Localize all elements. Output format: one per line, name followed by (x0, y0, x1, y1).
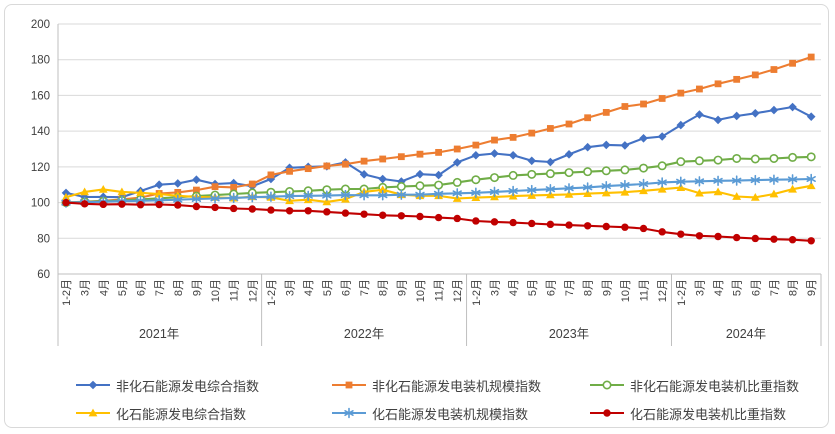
svg-text:12月: 12月 (452, 279, 464, 302)
svg-text:4月: 4月 (98, 279, 110, 296)
svg-text:200: 200 (31, 19, 50, 31)
svg-text:9月: 9月 (191, 279, 203, 296)
svg-text:1-2月: 1-2月 (266, 279, 278, 306)
chart-legend: 非化石能源发电综合指数 非化石能源发电装机规模指数 非化石能源发电装机比重指数 … (5, 371, 828, 427)
legend-label: 化石能源发电装机规模指数 (372, 406, 529, 422)
line-square-marker-icon (332, 381, 366, 389)
svg-text:1-2月: 1-2月 (471, 279, 483, 306)
legend-item-nonfossil-composite: 非化石能源发电综合指数 (75, 376, 331, 395)
svg-text:10月: 10月 (415, 279, 427, 302)
svg-text:5月: 5月 (117, 279, 129, 296)
svg-text:6月: 6月 (136, 279, 148, 296)
svg-text:1-2月: 1-2月 (676, 279, 688, 306)
svg-text:140: 140 (31, 126, 50, 138)
svg-text:5月: 5月 (527, 279, 539, 296)
svg-text:7月: 7月 (564, 279, 576, 296)
svg-text:7月: 7月 (154, 279, 166, 296)
svg-text:3月: 3月 (694, 279, 706, 296)
svg-text:120: 120 (31, 162, 50, 174)
svg-text:3月: 3月 (285, 279, 297, 296)
legend-label: 化石能源发电综合指数 (116, 406, 247, 422)
svg-text:160: 160 (31, 90, 50, 102)
svg-text:6月: 6月 (750, 279, 762, 296)
chart-canvas: 60 80 100 120 140 160 180 200 1-2月 3月 4月 5月 6月 7月 8月 9月… (31, 19, 822, 346)
svg-text:2022年: 2022年 (344, 327, 384, 341)
svg-text:8月: 8月 (583, 279, 595, 296)
svg-text:8月: 8月 (173, 279, 185, 296)
svg-text:9月: 9月 (396, 279, 408, 296)
svg-text:60: 60 (37, 269, 50, 281)
legend-item-fossil-composite: 化石能源发电综合指数 (75, 404, 331, 423)
svg-text:1-2月: 1-2月 (61, 279, 73, 306)
svg-text:9月: 9月 (806, 279, 818, 296)
svg-text:2021年: 2021年 (139, 327, 179, 341)
svg-text:2023年: 2023年 (549, 327, 589, 341)
chart-frame: 60 80 100 120 140 160 180 200 1-2月 3月 4月 5月 6月 7月 8月 9月… (4, 4, 829, 428)
svg-text:5月: 5月 (732, 279, 744, 296)
svg-text:10月: 10月 (210, 279, 222, 302)
svg-text:12月: 12月 (247, 279, 259, 302)
svg-text:100: 100 (31, 198, 50, 210)
svg-text:3月: 3月 (489, 279, 501, 296)
svg-text:9月: 9月 (601, 279, 613, 296)
svg-text:7月: 7月 (359, 279, 371, 296)
svg-text:2024年: 2024年 (726, 327, 766, 341)
legend-row-2: 化石能源发电综合指数 化石能源发电装机规模指数 化石能源发电装机比重指数 (5, 399, 828, 427)
legend-label: 非化石能源发电装机规模指数 (372, 378, 542, 394)
svg-text:6月: 6月 (340, 279, 352, 296)
svg-text:12月: 12月 (657, 279, 669, 302)
svg-text:8月: 8月 (788, 279, 800, 296)
line-asterisk-marker-icon (332, 407, 366, 419)
line-circle-marker-icon (590, 409, 624, 417)
legend-row-1: 非化石能源发电综合指数 非化石能源发电装机规模指数 非化石能源发电装机比重指数 (5, 371, 828, 399)
series-5 (62, 198, 815, 245)
svg-text:8月: 8月 (378, 279, 390, 296)
legend-label: 非化石能源发电装机比重指数 (630, 378, 800, 394)
line-open-circle-marker-icon (590, 380, 624, 390)
legend-item-nonfossil-capacity-share: 非化石能源发电装机比重指数 (589, 376, 799, 395)
legend-label: 非化石能源发电综合指数 (116, 378, 260, 394)
svg-text:80: 80 (37, 233, 50, 245)
svg-text:4月: 4月 (303, 279, 315, 296)
line-triangle-marker-icon (76, 408, 110, 417)
legend-label: 化石能源发电装机比重指数 (630, 406, 787, 422)
svg-text:4月: 4月 (508, 279, 520, 296)
svg-text:4月: 4月 (713, 279, 725, 296)
line-diamond-marker-icon (76, 380, 110, 390)
svg-text:11月: 11月 (639, 279, 651, 301)
legend-item-nonfossil-capacity-scale: 非化石能源发电装机规模指数 (331, 376, 589, 395)
svg-text:10月: 10月 (620, 279, 632, 302)
svg-text:3月: 3月 (80, 279, 92, 296)
svg-text:180: 180 (31, 55, 50, 67)
svg-text:6月: 6月 (545, 279, 557, 296)
legend-item-fossil-capacity-share: 化石能源发电装机比重指数 (589, 404, 786, 423)
svg-text:5月: 5月 (322, 279, 334, 296)
svg-text:7月: 7月 (769, 279, 781, 296)
svg-text:11月: 11月 (229, 279, 241, 301)
svg-text:11月: 11月 (434, 279, 446, 301)
legend-item-fossil-capacity-scale: 化石能源发电装机规模指数 (331, 404, 589, 423)
